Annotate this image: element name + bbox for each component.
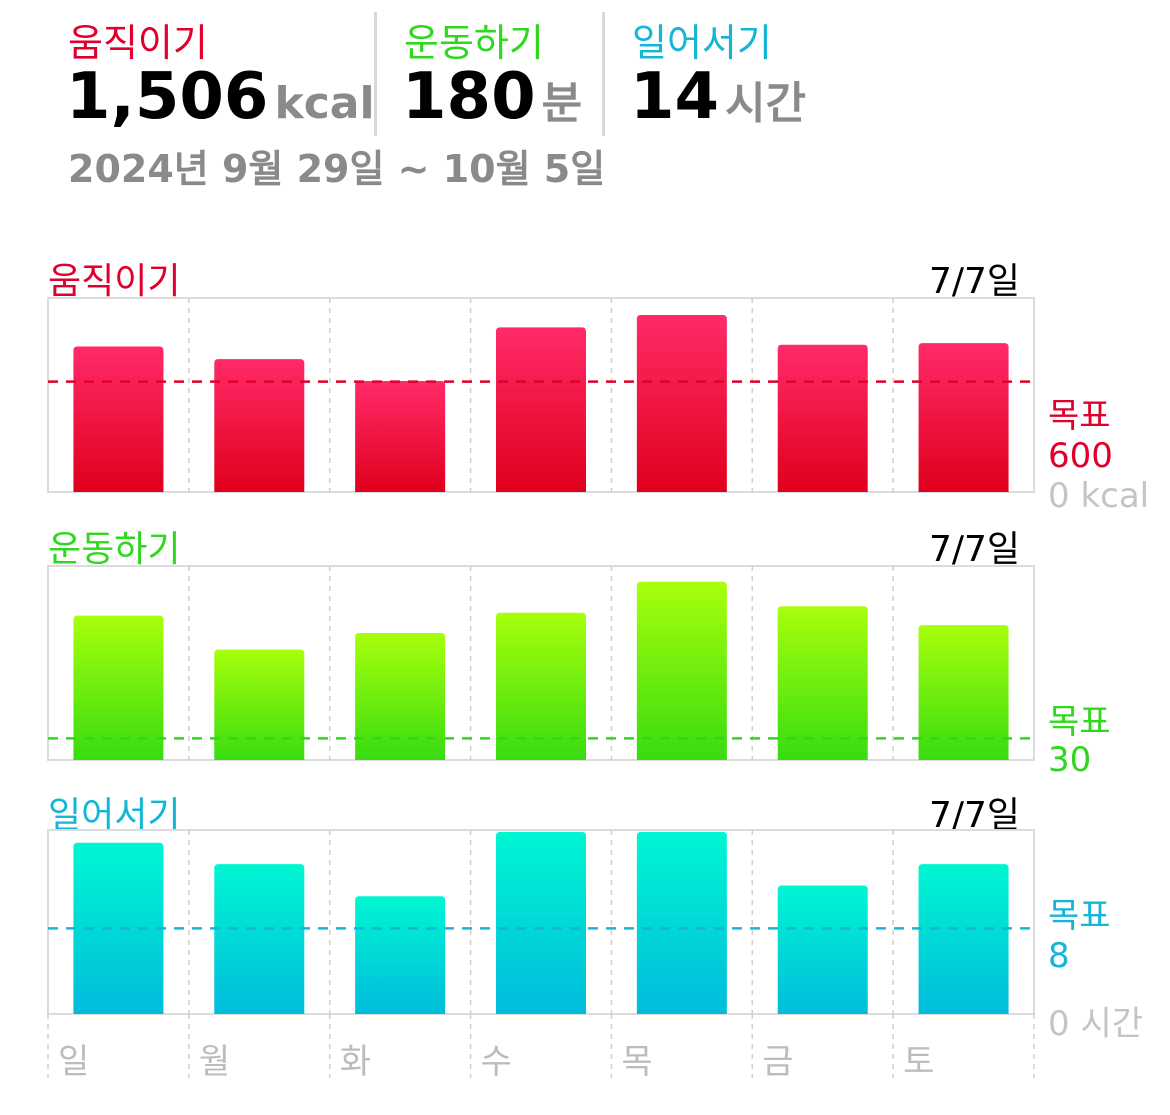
move-unit: kcal xyxy=(274,78,375,129)
day-axis xyxy=(47,1014,1035,1078)
stand-goal-label: 목표 xyxy=(1048,896,1111,936)
stand-bar-토 xyxy=(918,864,1009,1014)
stand-bar-월 xyxy=(214,864,305,1014)
exercise-bar-월 xyxy=(214,649,305,760)
stand-bar-금 xyxy=(777,885,868,1014)
move-chart xyxy=(47,297,1035,493)
day-label-수: 수 xyxy=(480,1042,512,1082)
move-chart-title: 움직이기 xyxy=(48,261,181,302)
exercise-total: 180 xyxy=(402,60,536,134)
exercise-day-count: 7/7일 xyxy=(928,529,1020,570)
move-day-count: 7/7일 xyxy=(928,261,1020,302)
stand-unit: 시간 xyxy=(725,78,807,129)
exercise-chart xyxy=(47,565,1035,761)
move-goal-value: 600 xyxy=(1048,436,1113,476)
day-label-토: 토 xyxy=(903,1042,935,1082)
day-label-월: 월 xyxy=(198,1042,231,1082)
stand-summary-label: 일어서기 xyxy=(632,21,772,65)
move-bar-수 xyxy=(496,327,586,492)
summary-divider xyxy=(374,12,377,136)
stand-summary-value: 14 시간 xyxy=(630,60,806,134)
move-bar-일 xyxy=(73,346,164,492)
exercise-goal-label: 목표 xyxy=(1048,702,1111,742)
exercise-bar-금 xyxy=(777,606,868,760)
move-axis-zero-label: 0 kcal xyxy=(1048,476,1150,516)
stand-bar-일 xyxy=(73,842,164,1014)
exercise-goal-value: 30 xyxy=(1048,740,1092,780)
move-bar-금 xyxy=(777,344,868,492)
exercise-chart-title: 운동하기 xyxy=(48,529,181,570)
date-range: 2024년 9월 29일 ~ 10월 5일 xyxy=(68,147,606,191)
day-label-목: 목 xyxy=(621,1042,653,1082)
move-bar-월 xyxy=(214,359,305,492)
day-label-금: 금 xyxy=(762,1042,794,1082)
stand-axis-zero-label: 0 시간 xyxy=(1048,1004,1143,1044)
exercise-bar-일 xyxy=(73,615,164,760)
exercise-bar-수 xyxy=(496,612,586,760)
move-bar-화 xyxy=(355,381,446,492)
day-label-화: 화 xyxy=(339,1042,371,1082)
exercise-summary-value: 180 분 xyxy=(402,60,582,134)
move-summary-value: 1,506 kcal xyxy=(66,60,375,134)
summary-divider xyxy=(602,12,605,136)
move-goal-label: 목표 xyxy=(1048,396,1111,436)
move-summary-label: 움직이기 xyxy=(68,21,208,65)
stand-bar-목 xyxy=(636,832,727,1014)
stand-goal-value: 8 xyxy=(1048,936,1070,976)
day-label-일: 일 xyxy=(58,1042,90,1082)
stand-total: 14 xyxy=(630,60,720,134)
move-bar-목 xyxy=(636,314,727,492)
stand-bar-화 xyxy=(355,896,446,1014)
stand-bar-수 xyxy=(496,832,586,1014)
exercise-unit: 분 xyxy=(541,78,583,129)
exercise-bar-토 xyxy=(918,625,1009,760)
stand-chart xyxy=(47,829,1035,1015)
exercise-bar-목 xyxy=(636,581,727,760)
exercise-summary-label: 운동하기 xyxy=(404,21,544,65)
move-total: 1,506 xyxy=(66,60,269,134)
move-bar-토 xyxy=(918,343,1009,492)
exercise-bar-화 xyxy=(355,633,446,760)
